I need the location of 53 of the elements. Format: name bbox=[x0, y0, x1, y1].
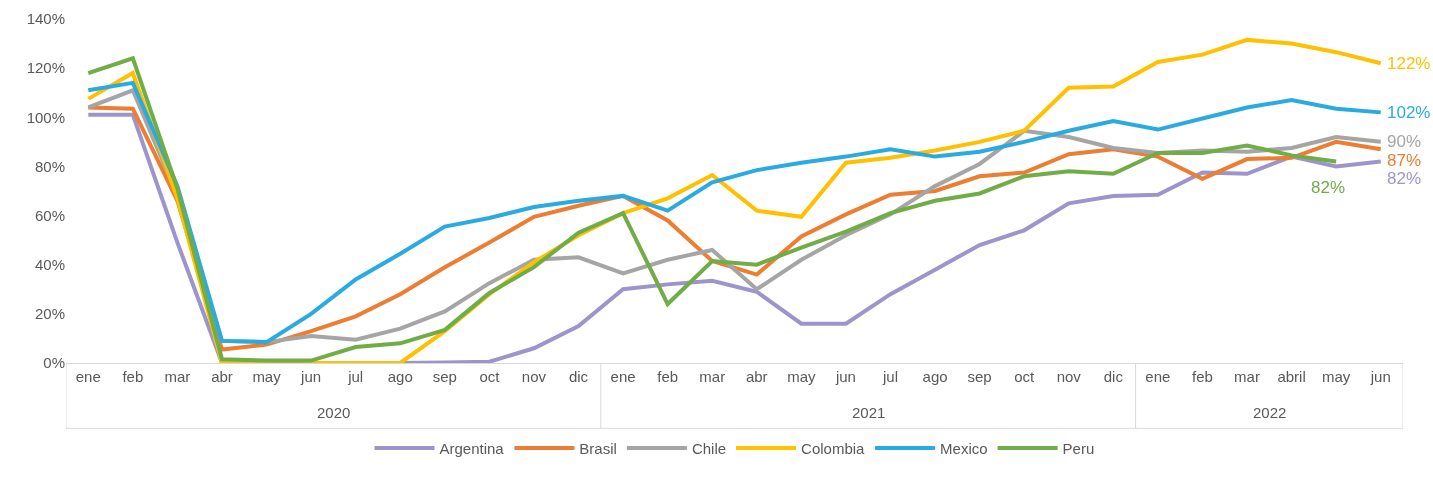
x-tick-label: dic bbox=[568, 368, 589, 385]
x-tick-label: jun bbox=[834, 368, 856, 385]
x-tick-label: may bbox=[252, 368, 282, 385]
y-tick-label: 80% bbox=[34, 157, 65, 175]
x-tick-label: feb bbox=[657, 368, 679, 385]
text: 2022 bbox=[1253, 404, 1287, 421]
data-label: 87% bbox=[1387, 151, 1422, 170]
x-tick-label: ago bbox=[922, 368, 948, 385]
x-tick-label: feb bbox=[1192, 368, 1213, 385]
x-tick-label: sep bbox=[432, 368, 457, 385]
x-tick-label: dic bbox=[1103, 368, 1124, 385]
data-label: 90% bbox=[1387, 132, 1422, 151]
x-tick-label: ene bbox=[610, 368, 636, 385]
x-tick-label: abril bbox=[1277, 368, 1306, 385]
legend-label: Mexico bbox=[940, 439, 988, 457]
x-tick-label: mar bbox=[1234, 368, 1260, 385]
x-tick-label: abr bbox=[211, 368, 233, 385]
x-tick-label: mar bbox=[164, 368, 191, 385]
legend-label: Chile bbox=[691, 439, 727, 457]
y-tick-label: 0% bbox=[43, 354, 65, 372]
x-tick-label: ago bbox=[387, 368, 413, 385]
text: 2020 bbox=[317, 404, 351, 421]
data-label: 102% bbox=[1387, 103, 1431, 122]
x-tick-label: feb bbox=[122, 368, 144, 385]
x-tick-label: nov bbox=[521, 368, 547, 385]
x-tick-label: nov bbox=[1056, 368, 1082, 385]
y-tick-label: 120% bbox=[26, 59, 65, 77]
y-tick-label: 40% bbox=[34, 255, 65, 273]
x-tick-label: mar bbox=[699, 368, 726, 385]
y-tick-label: 60% bbox=[34, 206, 65, 224]
x-tick-label: abr bbox=[745, 368, 768, 385]
legend-label: Argentina bbox=[439, 439, 505, 457]
x-tick-label: ene bbox=[1145, 368, 1171, 385]
y-tick-label: 20% bbox=[34, 305, 65, 323]
x-tick-label: ene bbox=[75, 368, 101, 385]
x-tick-label: may bbox=[1321, 368, 1351, 385]
legend-label: Colombia bbox=[801, 439, 866, 457]
x-tick-label: oct bbox=[1014, 368, 1036, 385]
y-tick-label: 140% bbox=[26, 10, 65, 28]
x-tick-label: oct bbox=[479, 368, 501, 385]
x-tick-label: sep bbox=[967, 368, 992, 385]
text: 2021 bbox=[852, 404, 886, 421]
x-tick-label: jul bbox=[347, 368, 364, 385]
data-label: 122% bbox=[1387, 54, 1431, 73]
y-tick-label: 100% bbox=[26, 108, 65, 126]
x-tick-label: may bbox=[787, 368, 817, 385]
legend-label: Brasil bbox=[579, 439, 617, 457]
legend-label: Peru bbox=[1062, 439, 1095, 457]
data-label: 82% bbox=[1311, 178, 1346, 197]
x-tick-label: jun bbox=[300, 368, 322, 385]
x-tick-label: jun bbox=[1369, 368, 1391, 385]
x-tick-label: jul bbox=[881, 368, 898, 385]
data-label: 82% bbox=[1387, 169, 1422, 188]
